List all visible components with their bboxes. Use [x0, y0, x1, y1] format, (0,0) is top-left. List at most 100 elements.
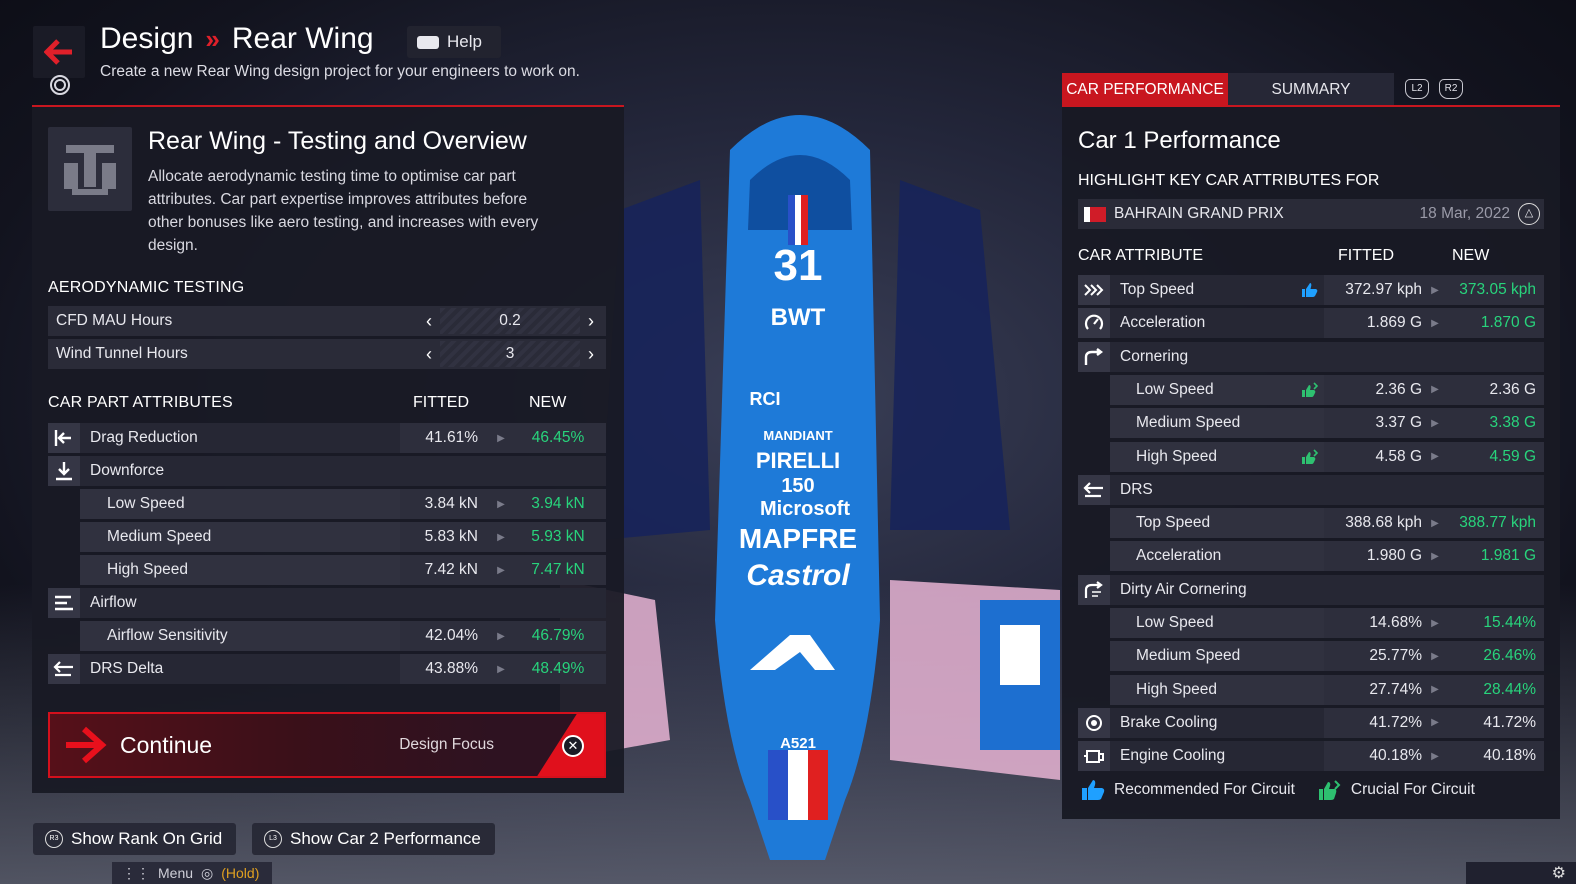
performance-row: Top Speed 388.68 kph ▶ 388.77 kph — [1110, 508, 1544, 539]
attribute-row-airflow-sensitivity: Airflow Sensitivity 42.04% ▶ 46.79% — [80, 621, 606, 651]
panel-description: Allocate aerodynamic testing time to opt… — [148, 168, 539, 254]
brake-icon — [1078, 707, 1110, 738]
new-value: 41.72% — [1483, 713, 1536, 731]
cross-button-icon[interactable]: ✕ — [562, 735, 584, 757]
new-value: 28.44% — [1483, 680, 1536, 698]
attribute-label: Acceleration — [1120, 314, 1206, 332]
rear-wing-icon — [48, 127, 132, 211]
performance-row: Acceleration 1.869 G ▶ 1.870 G — [1078, 308, 1544, 339]
performance-row: Medium Speed 3.37 G ▶ 3.38 G — [1110, 408, 1544, 439]
wind-tunnel-hours-stepper[interactable]: Wind Tunnel Hours ‹ 3 › — [48, 339, 606, 369]
drs-icon — [1078, 474, 1110, 505]
livery-mandiant: MANDIANT — [763, 428, 832, 443]
cfd-hours-stepper[interactable]: CFD MAU Hours ‹ 0.2 › — [48, 306, 606, 336]
fitted-value: 25.77% — [1369, 647, 1422, 665]
livery-microsoft: Microsoft — [760, 498, 850, 520]
attribute-label: High Speed — [107, 561, 189, 578]
acceleration-icon — [1078, 308, 1110, 339]
attribute-row-drs-delta: DRS Delta 43.88% ▶ 48.49% — [48, 654, 606, 684]
highlight-label: HIGHLIGHT KEY CAR ATTRIBUTES FOR — [1078, 172, 1380, 189]
fitted-value: 7.42 kN — [424, 561, 478, 578]
attribute-label: High Speed — [1136, 680, 1218, 698]
r3-button-icon: R3 — [45, 830, 63, 848]
attribute-label: DRS Delta — [90, 660, 164, 677]
show-car2-button[interactable]: L3 Show Car 2 Performance — [252, 823, 495, 855]
performance-row: High Speed 4.58 G ▶ 4.59 G — [1110, 441, 1544, 472]
r2-button-icon[interactable]: R2 — [1439, 79, 1463, 99]
performance-row: Brake Cooling 41.72% ▶ 41.72% — [1078, 707, 1544, 738]
fitted-column-header: FITTED — [413, 394, 469, 411]
stepper-label: CFD MAU Hours — [56, 312, 173, 329]
page-title: Rear Wing — [231, 22, 374, 55]
chevron-right-icon[interactable]: › — [588, 343, 594, 364]
new-value: 1.981 G — [1480, 547, 1536, 565]
attribute-label: Low Speed — [1136, 614, 1214, 631]
new-value: 388.77 kph — [1459, 514, 1536, 532]
chevron-left-icon[interactable]: ‹ — [426, 310, 432, 331]
new-value: 1.870 G — [1480, 314, 1536, 332]
performance-row: Dirty Air Cornering — [1078, 574, 1544, 605]
alpine-logo — [750, 635, 835, 670]
performance-row: DRS — [1078, 474, 1544, 505]
menu-hint[interactable]: ⋮⋮ Menu ◎ (Hold) — [112, 862, 272, 884]
attribute-label: Medium Speed — [1136, 647, 1241, 665]
attribute-row-airflow: Airflow — [48, 588, 606, 618]
grand-prix-date: 18 Mar, 2022 — [1419, 205, 1510, 222]
attribute-label: Engine Cooling — [1120, 747, 1226, 765]
new-value: 46.79% — [531, 627, 585, 644]
crucial-icon — [1318, 780, 1341, 800]
triangle-button-icon[interactable]: △ — [1518, 203, 1540, 225]
fitted-value: 1.869 G — [1366, 314, 1422, 332]
tab-car-performance[interactable]: CAR PERFORMANCE — [1062, 73, 1228, 107]
fitted-value: 42.04% — [425, 627, 478, 644]
drag-reduction-icon — [48, 423, 80, 453]
continue-button[interactable]: Continue Design Focus ✕ — [48, 712, 606, 778]
show-rank-label: Show Rank On Grid — [71, 829, 223, 848]
thumbs-up-icon — [1302, 283, 1318, 297]
performance-tabs: CAR PERFORMANCE SUMMARY — [1062, 73, 1394, 107]
new-value: 48.49% — [531, 660, 585, 677]
help-label: Help — [447, 32, 482, 51]
l2-button-icon[interactable]: L2 — [1405, 79, 1429, 99]
stepper-value: 3 — [440, 341, 580, 367]
panel-title: Rear Wing - Testing and Overview — [148, 127, 527, 155]
continue-arrow-icon — [66, 726, 107, 764]
crucial-icon — [1302, 382, 1319, 397]
attribute-row-downforce-low: Low Speed 3.84 kN ▶ 3.94 kN — [80, 489, 606, 519]
attribute-label: Low Speed — [107, 495, 185, 512]
fitted-value: 1.980 G — [1366, 547, 1422, 565]
livery-rci: RCI — [750, 389, 781, 409]
drs-icon — [48, 654, 80, 684]
new-value: 46.45% — [531, 429, 585, 446]
fitted-value: 5.83 kN — [424, 528, 478, 545]
new-value: 15.44% — [1483, 614, 1536, 631]
chevron-left-icon[interactable]: ‹ — [426, 343, 432, 364]
new-value: 3.94 kN — [531, 495, 585, 512]
gear-icon: ⚙ — [1551, 865, 1566, 882]
breadcrumb-parent[interactable]: Design — [100, 22, 194, 55]
chevron-right-icon[interactable]: › — [588, 310, 594, 331]
livery-bwt: BWT — [771, 304, 826, 331]
page-subtitle: Create a new Rear Wing design project fo… — [100, 63, 580, 80]
performance-row: Low Speed 14.68% ▶ 15.44% — [1110, 608, 1544, 638]
attribute-label: Acceleration — [1136, 547, 1222, 565]
attribute-label: Brake Cooling — [1120, 713, 1218, 731]
performance-row: Engine Cooling 40.18% ▶ 40.18% — [1078, 741, 1544, 772]
show-rank-button[interactable]: R3 Show Rank On Grid — [33, 823, 237, 855]
aero-testing-header: AERODYNAMIC TESTING — [48, 279, 245, 296]
new-value: 4.59 G — [1489, 447, 1536, 465]
fitted-value: 41.72% — [1369, 713, 1422, 731]
legend-recommended: Recommended For Circuit — [1114, 781, 1295, 798]
help-button[interactable]: Help — [407, 26, 501, 58]
grand-prix-name: BAHRAIN GRAND PRIX — [1114, 205, 1284, 222]
performance-row: High Speed 27.74% ▶ 28.44% — [1110, 674, 1544, 705]
tab-summary[interactable]: SUMMARY — [1228, 73, 1394, 107]
performance-row: Medium Speed 25.77% ▶ 26.46% — [1110, 641, 1544, 672]
performance-row: Cornering — [1078, 341, 1544, 372]
testing-overview-panel: Rear Wing - Testing and Overview Allocat… — [32, 105, 624, 793]
stepper-label: Wind Tunnel Hours — [56, 345, 188, 362]
back-button[interactable] — [33, 26, 85, 78]
grid-icon: ⋮⋮ — [122, 864, 150, 881]
grand-prix-selector[interactable]: BAHRAIN GRAND PRIX 18 Mar, 2022 △ — [1078, 199, 1544, 229]
livery-pirelli: PIRELLI — [756, 448, 840, 473]
